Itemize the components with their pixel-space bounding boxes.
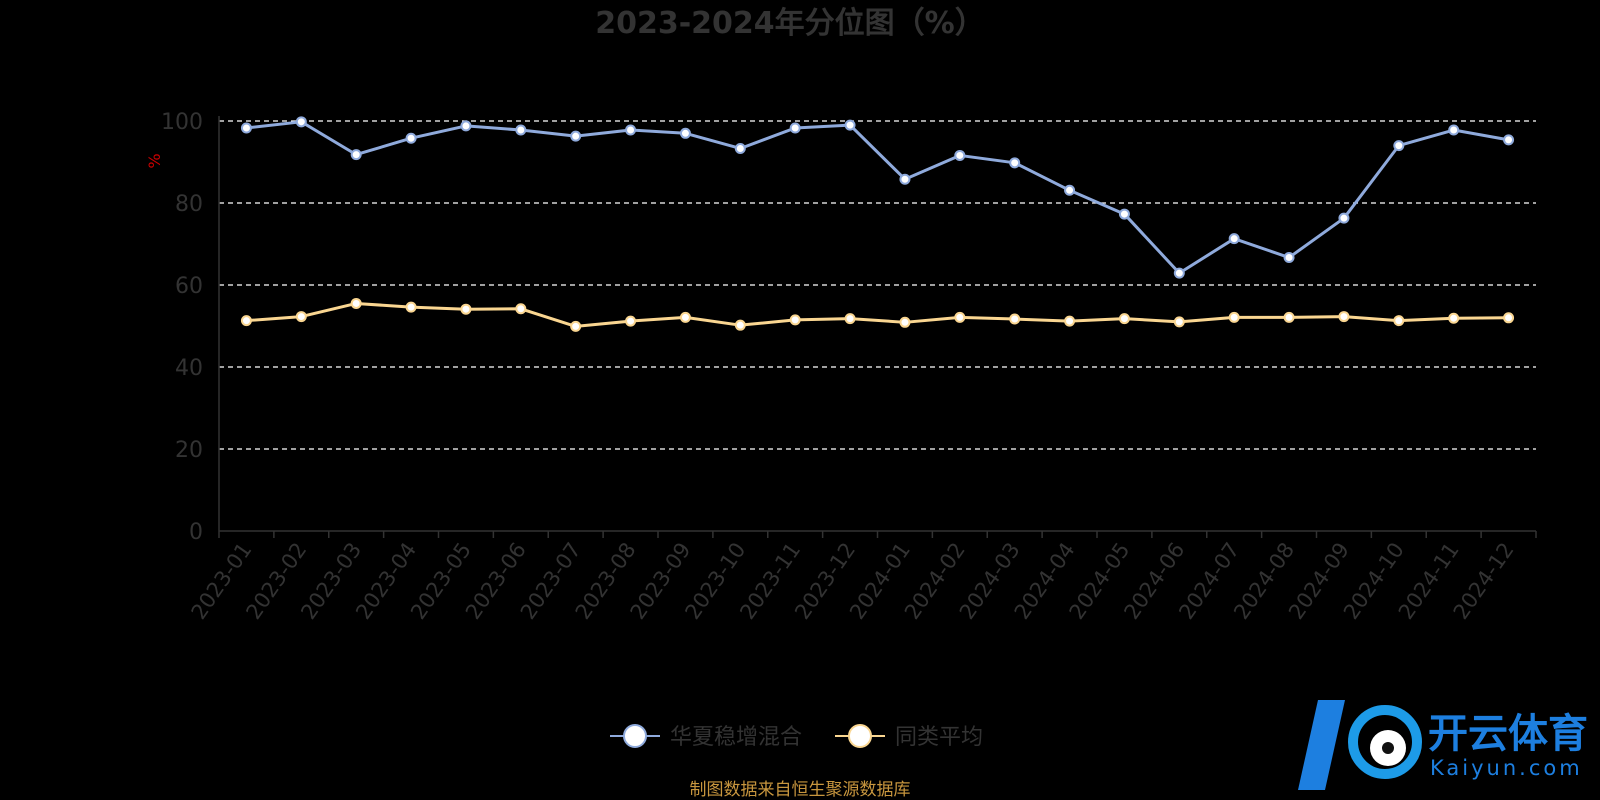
series-1	[240, 116, 1515, 279]
data-point-2-2024-11	[1448, 312, 1460, 324]
data-point-2-2024-03	[1009, 313, 1021, 325]
data-point-2-2023-09	[679, 311, 691, 323]
data-point-1-2023-10	[734, 142, 746, 154]
data-point-2-2023-05	[460, 303, 472, 315]
series	[240, 116, 1515, 332]
legend-marker-1	[623, 724, 647, 748]
series-line-1	[246, 120, 1509, 275]
data-point-1-2023-12	[844, 119, 856, 131]
watermark-name-cn: 开云体育	[1428, 711, 1588, 757]
x-ticks: 2023-012023-022023-032023-042023-052023-…	[187, 538, 1519, 624]
data-point-2-2024-01	[899, 316, 911, 328]
data-point-2-2023-06	[515, 303, 527, 315]
logo-icon	[1298, 700, 1422, 790]
data-point-2-2024-02	[954, 311, 966, 323]
y-tick-label-60: 60	[175, 274, 203, 299]
data-point-2-2024-09	[1338, 311, 1350, 323]
y-tick-label-20: 20	[175, 438, 203, 463]
y-ticks: 0 20 40 60 80 100	[161, 110, 203, 545]
legend-label-1: 华夏稳增混合	[670, 725, 802, 750]
data-point-1-2023-11	[789, 122, 801, 134]
data-point-1-2023-03	[350, 149, 362, 161]
data-point-2-2023-01	[240, 315, 252, 327]
data-point-2-2023-11	[789, 314, 801, 326]
series-2	[240, 297, 1515, 332]
y-tick-label-100: 100	[161, 110, 203, 135]
data-point-2-2023-03	[350, 297, 362, 309]
data-point-2-2023-10	[734, 319, 746, 331]
data-point-1-2024-10	[1393, 140, 1405, 152]
data-point-1-2023-08	[625, 124, 637, 136]
data-point-2-2024-06	[1173, 316, 1185, 328]
data-point-2-2024-08	[1283, 311, 1295, 323]
data-point-1-2024-01	[899, 173, 911, 185]
data-point-2-2023-04	[405, 301, 417, 313]
data-point-2-2023-02	[295, 311, 307, 323]
y-axis-label: %	[145, 153, 164, 168]
data-point-1-2024-03	[1009, 157, 1021, 169]
data-point-1-2024-09	[1338, 212, 1350, 224]
data-point-2-2024-07	[1228, 311, 1240, 323]
data-point-1-2024-08	[1283, 252, 1295, 264]
grid	[219, 120, 1536, 450]
legend-label-2: 同类平均	[895, 725, 983, 750]
data-point-1-2024-05	[1118, 208, 1130, 220]
y-tick-label-0: 0	[189, 520, 203, 545]
legend-item-series-1[interactable]: 华夏稳增混合	[610, 724, 802, 750]
legend-item-series-2[interactable]: 同类平均	[835, 724, 983, 750]
data-point-1-2023-04	[405, 132, 417, 144]
y-tick-label-40: 40	[175, 356, 203, 381]
data-point-2-2024-12	[1503, 312, 1515, 324]
data-point-2-2024-05	[1118, 313, 1130, 325]
data-point-2-2023-12	[844, 313, 856, 325]
data-point-1-2024-04	[1064, 184, 1076, 196]
legend: 华夏稳增混合 同类平均	[610, 724, 983, 750]
data-point-2-2023-08	[625, 315, 637, 327]
data-source-note: 制图数据来自恒生聚源数据库	[690, 780, 911, 800]
data-point-1-2023-01	[240, 122, 252, 134]
data-point-2-2024-10	[1393, 315, 1405, 327]
watermark-name-en: Kaiyun.com	[1430, 756, 1583, 780]
data-point-1-2024-12	[1503, 134, 1515, 146]
data-point-1-2023-07	[570, 130, 582, 142]
chart-title: 2023-2024年分位图（%）	[595, 6, 985, 41]
data-point-1-2023-02	[295, 116, 307, 128]
legend-marker-2	[848, 724, 872, 748]
series-line-2	[246, 301, 1509, 328]
watermark-logo: 开云体育 Kaiyun.com	[1298, 700, 1588, 790]
data-point-1-2024-06	[1173, 267, 1185, 279]
data-point-1-2024-07	[1228, 233, 1240, 245]
data-point-1-2023-09	[679, 127, 691, 139]
data-point-1-2024-11	[1448, 124, 1460, 136]
data-point-2-2024-04	[1064, 315, 1076, 327]
y-tick-label-80: 80	[175, 192, 203, 217]
data-point-1-2023-06	[515, 124, 527, 136]
data-point-1-2023-05	[460, 120, 472, 132]
axes	[218, 116, 1537, 538]
data-point-1-2024-02	[954, 149, 966, 161]
data-point-2-2023-07	[570, 320, 582, 332]
